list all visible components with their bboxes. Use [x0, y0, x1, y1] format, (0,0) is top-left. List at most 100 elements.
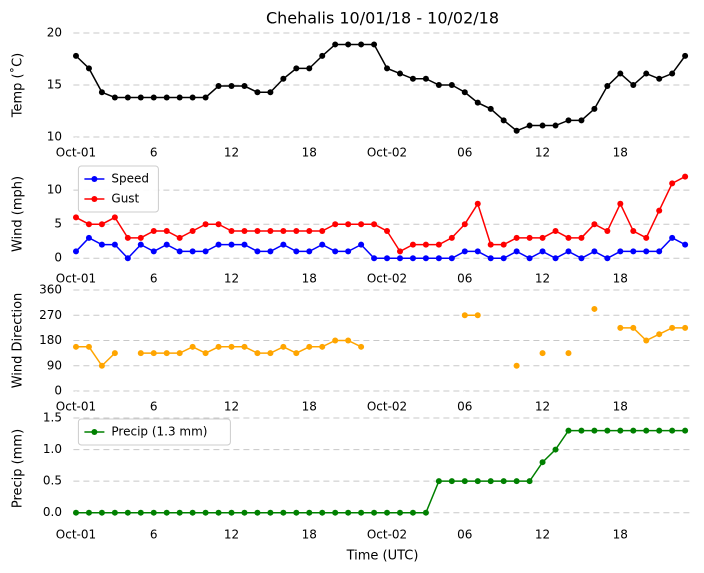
data-point	[345, 248, 352, 255]
data-point	[461, 312, 468, 319]
data-point	[332, 337, 339, 344]
data-point	[435, 255, 442, 262]
x-tick-label: 18	[613, 400, 628, 414]
data-point	[150, 228, 157, 235]
data-point	[332, 509, 339, 516]
data-point	[578, 255, 585, 262]
x-tick-label: 12	[535, 400, 550, 414]
data-point	[358, 509, 365, 516]
y-tick-label: 10	[47, 130, 62, 144]
legend-marker	[91, 429, 98, 435]
data-point	[215, 221, 222, 228]
legend-label: Precip (1.3 mm)	[111, 425, 207, 439]
data-point	[137, 234, 144, 241]
data-point	[409, 255, 416, 262]
x-tick-label: 6	[150, 272, 158, 286]
data-point	[72, 248, 79, 255]
data-point	[565, 427, 572, 434]
data-point	[565, 234, 572, 241]
y-tick-label: 1.0	[43, 442, 62, 456]
data-point	[513, 478, 520, 485]
data-point	[371, 509, 378, 516]
data-point	[202, 248, 209, 255]
data-point	[656, 427, 663, 434]
data-point	[202, 221, 209, 228]
x-tick-label: Oct-01	[56, 400, 96, 414]
y-tick-label: 15	[47, 78, 62, 92]
data-point	[578, 427, 585, 434]
data-point	[293, 248, 300, 255]
x-tick-label: 12	[224, 528, 239, 542]
data-point	[539, 248, 546, 255]
data-point	[669, 324, 676, 331]
x-tick-label: Oct-02	[367, 146, 407, 160]
data-point	[448, 82, 455, 88]
data-point	[267, 509, 274, 516]
legend: Precip (1.3 mm)	[77, 418, 231, 446]
data-point	[228, 343, 235, 350]
legend-box	[77, 165, 159, 213]
data-point	[396, 255, 403, 262]
data-point	[500, 255, 507, 262]
data-point	[487, 255, 494, 262]
data-point	[643, 248, 650, 255]
y-tick-label: 0	[54, 251, 62, 265]
data-point	[604, 255, 611, 262]
x-tick-label: 12	[224, 146, 239, 160]
data-point	[111, 241, 118, 248]
data-point	[448, 478, 455, 485]
data-point	[617, 324, 624, 331]
data-point	[500, 478, 507, 485]
x-tick-label: 18	[613, 528, 628, 542]
data-point	[565, 248, 572, 255]
data-point	[241, 241, 248, 248]
data-point	[682, 241, 689, 248]
x-tick-label: 18	[302, 528, 317, 542]
legend-box	[77, 418, 231, 446]
data-point	[215, 241, 222, 248]
data-point	[124, 94, 131, 101]
x-tick-label: 12	[224, 400, 239, 414]
data-point	[319, 343, 326, 350]
data-point	[137, 509, 144, 516]
data-point	[474, 99, 481, 106]
data-point	[306, 343, 313, 350]
data-point	[111, 214, 118, 221]
data-point	[591, 248, 598, 255]
data-point	[630, 427, 637, 434]
data-point	[189, 248, 196, 255]
data-point	[539, 234, 546, 241]
data-point	[591, 305, 598, 312]
data-point	[267, 89, 274, 96]
data-point	[682, 52, 689, 59]
data-point	[293, 509, 300, 516]
x-tick-label: 18	[302, 400, 317, 414]
legend-label: Speed	[111, 172, 149, 186]
data-point	[345, 509, 352, 516]
y-tick-label: 360	[39, 283, 62, 297]
data-point	[267, 248, 274, 255]
data-point	[215, 83, 222, 90]
y-tick-label: 180	[39, 333, 62, 347]
data-point	[591, 105, 598, 112]
data-point	[176, 350, 183, 357]
data-point	[85, 234, 92, 241]
data-point	[591, 221, 598, 228]
data-point	[98, 509, 105, 516]
data-point	[150, 94, 157, 101]
data-point	[384, 255, 391, 262]
data-point	[98, 362, 105, 369]
x-tick-label: Oct-02	[367, 400, 407, 414]
data-point	[656, 75, 663, 82]
data-point	[241, 83, 248, 90]
data-point	[539, 459, 546, 466]
y-axis-label: Wind Direction	[11, 293, 26, 389]
data-point	[358, 41, 365, 48]
y-tick-label: 90	[47, 358, 62, 372]
data-point	[487, 241, 494, 248]
data-point	[85, 509, 92, 516]
data-point	[228, 83, 235, 90]
data-point	[319, 52, 326, 59]
data-point	[474, 312, 481, 319]
data-point	[319, 509, 326, 516]
